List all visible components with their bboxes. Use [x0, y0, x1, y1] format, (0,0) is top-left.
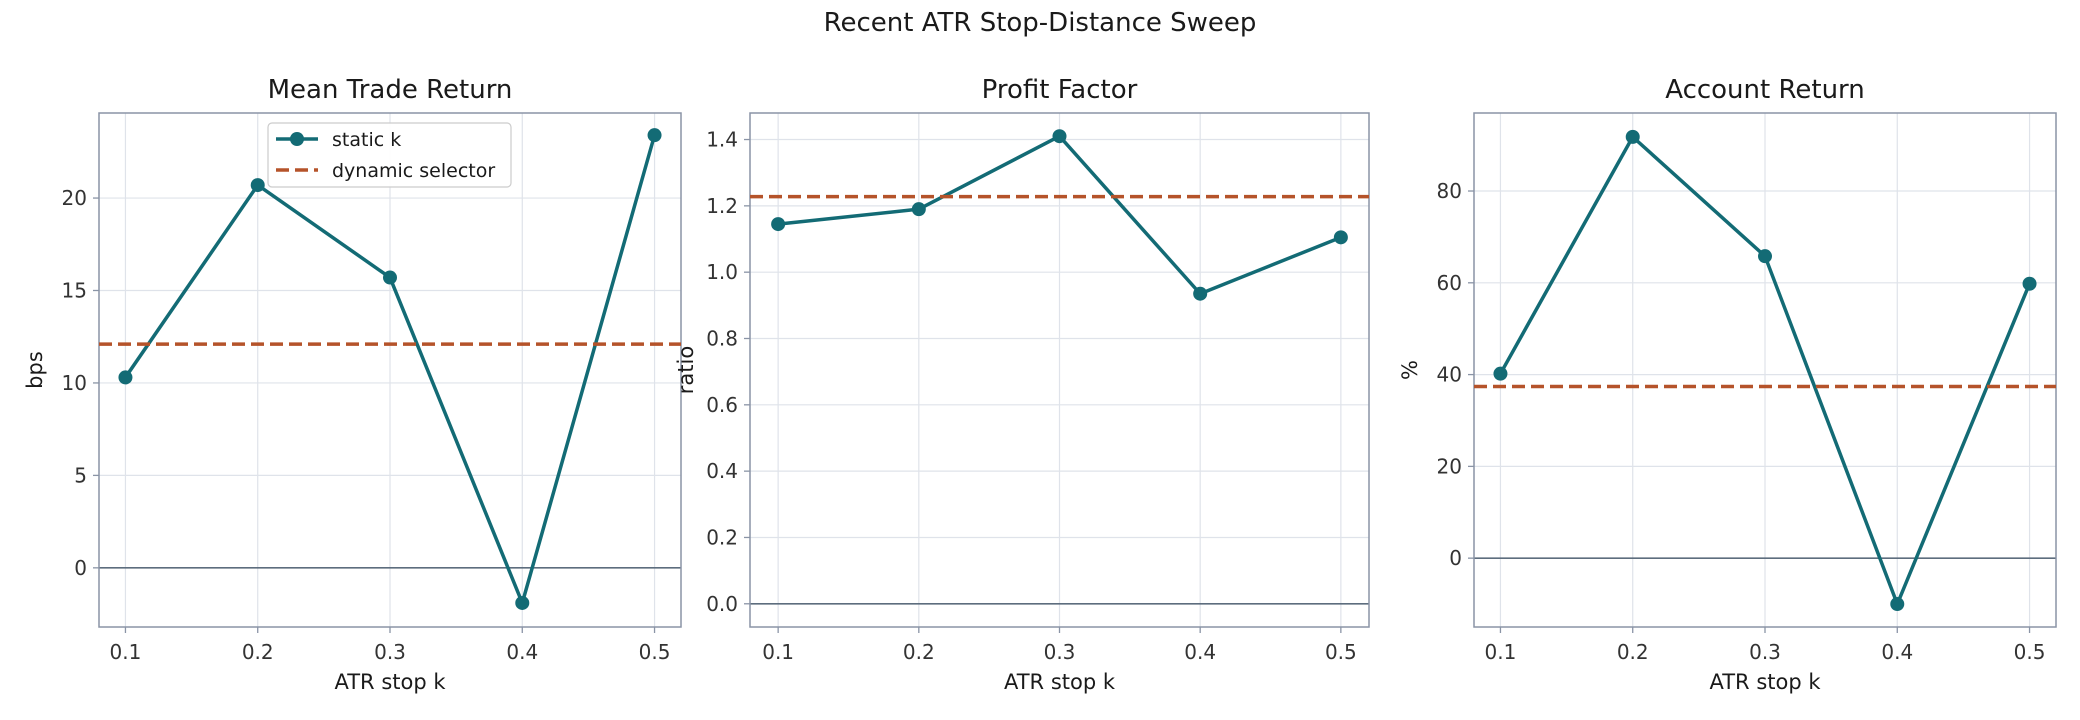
legend-box	[267, 122, 512, 188]
data-point-static-k-2	[1758, 249, 1772, 264]
x-tick-label: 0.4	[506, 640, 538, 664]
x-tick-label: 0.5	[1325, 640, 1357, 664]
y-tick-label: 0	[74, 556, 87, 580]
data-point-static-k-0	[118, 370, 133, 385]
y-tick-label: 1.0	[706, 260, 738, 284]
y-tick-label: 40	[1437, 363, 1462, 387]
x-tick-label: 0.5	[639, 640, 671, 664]
y-tick-label: 0.0	[706, 592, 738, 616]
x-tick-label: 0.3	[1044, 640, 1076, 664]
y-tick-label: 0.4	[706, 459, 738, 483]
y-tick-label: 15	[62, 278, 87, 302]
x-tick-label: 0.4	[1184, 640, 1216, 664]
data-point-static-k-2	[1052, 129, 1067, 144]
x-tick-label: 0.2	[1617, 640, 1649, 664]
data-point-static-k-3	[515, 595, 530, 610]
figure-title: Recent ATR Stop-Distance Sweep	[823, 8, 1257, 38]
y-tick-label: 10	[62, 371, 87, 395]
x-tick-label: 0.1	[110, 640, 142, 664]
y-tick-label: 5	[74, 463, 87, 487]
legend-label-dynamic-selector: dynamic selector	[332, 160, 495, 182]
x-tick-label: 0.2	[903, 640, 935, 664]
y-tick-label: 60	[1437, 271, 1462, 295]
data-point-static-k-1	[1625, 129, 1640, 144]
x-tick-label: 0.1	[1485, 640, 1517, 664]
y-tick-label: 20	[1437, 454, 1462, 478]
x-tick-label: 0.4	[1881, 640, 1913, 664]
data-point-static-k-4	[2022, 276, 2037, 291]
y-axis-label: %	[1398, 360, 1422, 380]
data-point-static-k-4	[1333, 230, 1348, 245]
chart-title: Mean Trade Return	[268, 75, 513, 105]
y-tick-label: 80	[1437, 179, 1462, 203]
y-tick-label: 1.2	[706, 194, 738, 218]
data-point-static-k-0	[771, 217, 786, 232]
y-tick-label: 0	[1449, 546, 1462, 570]
x-tick-label: 0.3	[1749, 640, 1781, 664]
x-axis-label: ATR stop k	[1709, 670, 1821, 694]
y-axis-label: bps	[23, 351, 47, 389]
x-axis-label: ATR stop k	[1004, 670, 1116, 694]
legend-marker-static-k	[290, 132, 304, 146]
x-tick-label: 0.1	[762, 640, 794, 664]
y-tick-label: 0.2	[706, 525, 738, 549]
x-axis-label: ATR stop k	[334, 670, 446, 694]
chart-title: Profit Factor	[982, 75, 1138, 105]
chart-title: Account Return	[1665, 75, 1865, 105]
data-point-static-k-4	[647, 128, 662, 143]
y-axis-label: ratio	[674, 346, 698, 394]
x-tick-label: 0.2	[242, 640, 274, 664]
data-point-static-k-1	[250, 178, 265, 193]
x-tick-label: 0.5	[2014, 640, 2046, 664]
data-point-static-k-2	[383, 270, 397, 285]
data-point-static-k-3	[1193, 286, 1208, 301]
y-tick-label: 20	[62, 186, 87, 210]
x-tick-label: 0.3	[374, 640, 406, 664]
y-tick-label: 1.4	[706, 128, 738, 152]
data-point-static-k-0	[1493, 366, 1508, 381]
y-tick-label: 0.8	[706, 326, 738, 350]
y-tick-label: 0.6	[706, 393, 738, 417]
data-point-static-k-3	[1890, 597, 1905, 612]
legend-label-static-k: static k	[332, 129, 401, 151]
data-point-static-k-1	[911, 202, 926, 217]
